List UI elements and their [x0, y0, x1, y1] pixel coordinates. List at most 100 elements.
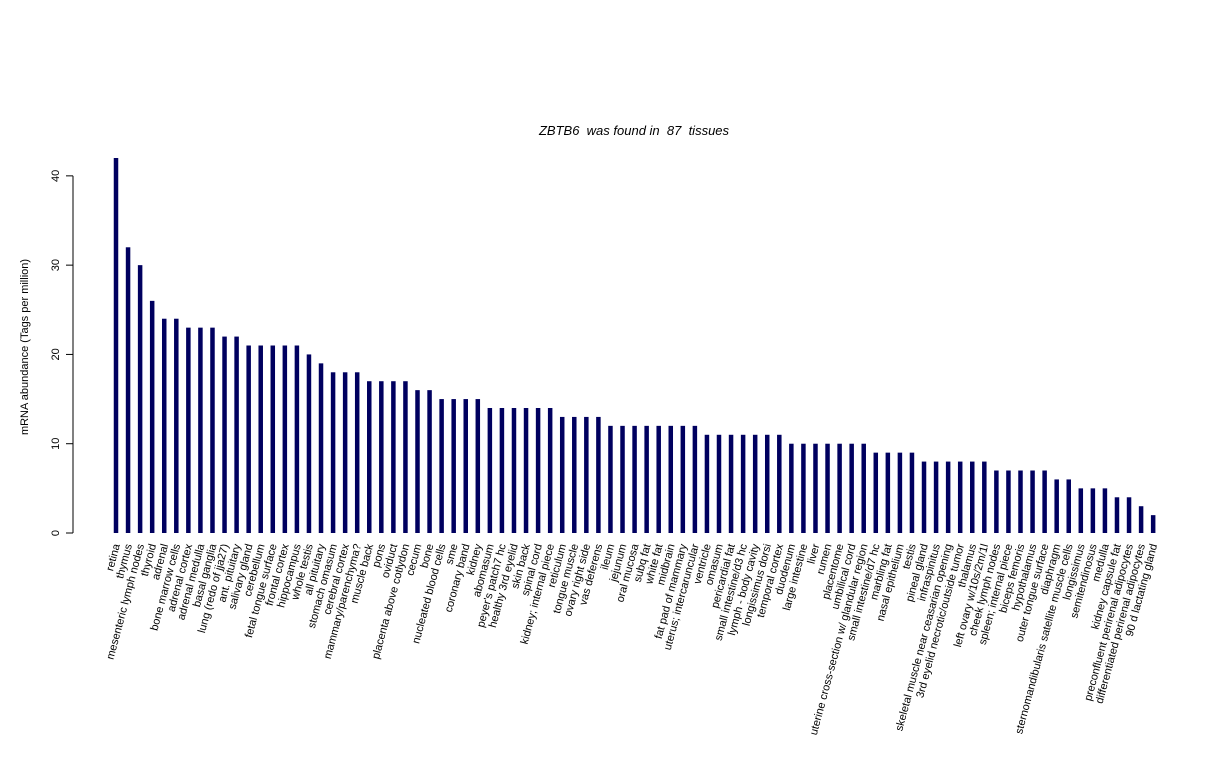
bar	[318, 363, 324, 533]
bar	[415, 390, 420, 533]
y-axis: 0 10 20 30 40	[50, 170, 74, 536]
bar	[1006, 470, 1011, 533]
bar	[330, 372, 336, 533]
bar	[559, 416, 565, 533]
bar	[885, 452, 891, 533]
bar	[258, 345, 263, 533]
bar	[728, 434, 734, 533]
bar	[354, 372, 360, 533]
bar	[174, 318, 179, 533]
bar	[764, 434, 770, 533]
bar	[210, 327, 215, 533]
bar	[137, 265, 143, 533]
bar	[234, 336, 239, 533]
bar	[125, 247, 131, 534]
y-tick-label: 0	[50, 530, 62, 536]
bar	[547, 408, 553, 533]
bar	[427, 390, 432, 533]
bar	[909, 452, 915, 533]
bar	[825, 443, 830, 533]
bar	[1102, 488, 1108, 533]
bars	[113, 158, 1156, 534]
y-tick-label: 40	[50, 170, 62, 182]
bar	[1066, 479, 1071, 533]
bar	[535, 408, 541, 533]
x-tick-label: sme	[444, 543, 461, 566]
bar	[270, 345, 276, 533]
bar	[113, 158, 119, 533]
bar	[161, 318, 167, 533]
bar	[222, 336, 227, 533]
bar	[668, 425, 674, 533]
bar	[1126, 497, 1132, 533]
bar	[198, 327, 203, 533]
chart-title-part: was found in	[579, 123, 659, 138]
bar	[1090, 488, 1096, 533]
bar	[957, 461, 963, 533]
chart-title: ZBTB6 was found in 87 tissues	[538, 123, 730, 138]
bar	[837, 443, 842, 533]
bar	[704, 434, 710, 533]
bar	[294, 345, 300, 533]
bar	[813, 443, 818, 533]
bar	[282, 345, 288, 533]
y-tick-label: 30	[50, 259, 62, 271]
bar	[849, 443, 854, 533]
bar	[1030, 470, 1035, 533]
bar	[463, 399, 468, 533]
bar	[716, 434, 722, 533]
bar	[789, 443, 794, 533]
y-axis-label: mRNA abundance (Tags per million)	[19, 259, 31, 435]
bar	[1054, 479, 1059, 533]
bar	[620, 425, 625, 533]
bar	[523, 408, 529, 533]
bar	[632, 425, 637, 533]
y-tick-label: 20	[50, 348, 62, 360]
bar	[584, 416, 589, 533]
bar	[644, 425, 649, 533]
bar	[608, 425, 613, 533]
bar	[692, 425, 698, 533]
chart-title-part: 87	[660, 123, 682, 138]
bar	[1114, 497, 1120, 533]
bar	[391, 381, 396, 533]
bar	[933, 461, 939, 533]
bar	[186, 327, 191, 533]
bar	[994, 470, 999, 533]
bar	[801, 443, 806, 533]
bar	[306, 354, 312, 533]
bar	[149, 300, 155, 533]
bar	[982, 461, 987, 533]
bar	[680, 425, 686, 533]
bar	[451, 399, 456, 533]
bar	[246, 345, 251, 533]
bar	[596, 416, 601, 533]
bar	[1018, 470, 1023, 533]
bar	[945, 461, 951, 533]
bar	[511, 408, 517, 533]
y-tick-label: 10	[50, 438, 62, 450]
bar	[499, 408, 505, 533]
bar	[740, 434, 746, 533]
chart-title-part: tissues	[681, 123, 729, 138]
bar	[970, 461, 975, 533]
x-tick-label: liver	[806, 542, 823, 565]
bar	[1150, 515, 1156, 533]
bar	[342, 372, 348, 533]
bar	[873, 452, 879, 533]
bar	[897, 452, 903, 533]
chart-title-part: ZBTB6	[538, 123, 580, 138]
bar	[1138, 506, 1144, 533]
bar	[475, 399, 481, 533]
bar	[1042, 470, 1047, 533]
bar	[777, 434, 782, 533]
bar	[861, 443, 866, 533]
bar	[367, 381, 372, 533]
bar	[572, 416, 577, 533]
bar	[921, 461, 927, 533]
bar	[439, 399, 444, 533]
bar	[403, 381, 408, 533]
bar	[656, 425, 661, 533]
bar	[752, 434, 758, 533]
